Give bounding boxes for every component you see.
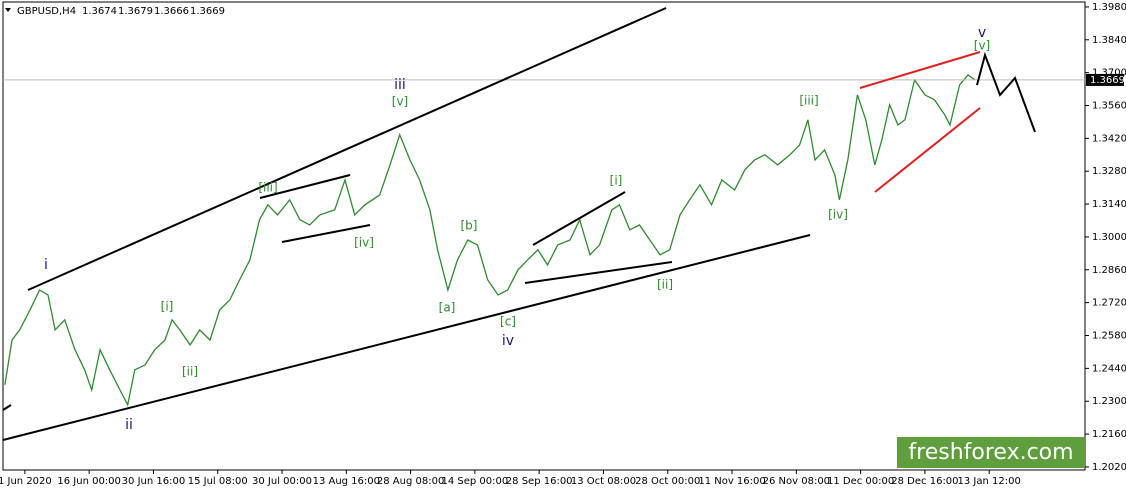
wave-label: iv xyxy=(502,333,514,349)
wave-label: [iii] xyxy=(258,181,277,195)
wave-label: i xyxy=(44,257,48,273)
symbol: GBPUSD,H4 xyxy=(17,6,76,17)
wave-label: [v] xyxy=(974,39,990,53)
y-tick-label: 1.2300 xyxy=(1092,396,1126,407)
x-tick-label: 13 Aug 16:00 xyxy=(313,476,380,487)
x-tick-label: 11 Nov 16:00 xyxy=(698,476,765,487)
x-tick-label: 13 Oct 08:00 xyxy=(571,476,636,487)
x-tick-label: 14 Sep 00:00 xyxy=(442,476,509,487)
y-tick-label: 1.3840 xyxy=(1092,35,1126,46)
wave-label: v xyxy=(978,25,986,41)
x-tick-label: 13 Jan 12:00 xyxy=(958,476,1021,487)
y-tick-label: 1.3000 xyxy=(1092,232,1126,243)
x-tick-label: 16 Jun 00:00 xyxy=(57,476,121,487)
wave-label: [iii] xyxy=(799,94,818,108)
header: GBPUSD,H4 1.3674 1.3679 1.3666 1.3669 xyxy=(5,6,225,17)
trendline xyxy=(281,224,371,243)
trendline xyxy=(259,174,351,199)
y-tick-label: 1.2720 xyxy=(1092,298,1126,309)
wave-label: [i] xyxy=(161,300,174,314)
wave-label: [b] xyxy=(461,219,478,233)
x-tick-label: 28 Dec 16:00 xyxy=(891,476,958,487)
x-tick-label: 28 Sep 16:00 xyxy=(506,476,573,487)
ohlc: 1.3669 xyxy=(190,6,225,17)
y-tick-label: 1.3420 xyxy=(1092,133,1126,144)
price-tag-label: 1.3669 xyxy=(1090,75,1125,86)
trendline xyxy=(2,404,12,411)
wave-label: [c] xyxy=(500,315,516,329)
wave-label: iii xyxy=(394,77,406,93)
y-tick-label: 1.3560 xyxy=(1092,101,1126,112)
trendline xyxy=(27,7,667,291)
wave-label: [ii] xyxy=(182,365,198,379)
y-tick-label: 1.2860 xyxy=(1092,265,1126,276)
trendline xyxy=(532,191,626,246)
y-tick-label: 1.2580 xyxy=(1092,331,1126,342)
trendline xyxy=(874,107,981,193)
x-tick-label: 28 Oct 00:00 xyxy=(635,476,700,487)
wave-label: [i] xyxy=(610,174,623,188)
wave-label: ii xyxy=(125,417,133,433)
y-tick-label: 1.2020 xyxy=(1092,462,1126,473)
price-line xyxy=(4,74,976,407)
trendline xyxy=(859,51,981,89)
forecast-path xyxy=(976,51,1036,133)
x-tick-label: 30 Jun 16:00 xyxy=(122,476,186,487)
watermark-box xyxy=(897,437,1085,468)
ohlc: 1.3679 xyxy=(118,6,153,17)
wave-label: [a] xyxy=(439,301,456,315)
x-tick-label: 26 Nov 08:00 xyxy=(763,476,830,487)
x-tick-label: 30 Jul 00:00 xyxy=(252,476,312,487)
watermark: freshforex.com xyxy=(908,440,1073,465)
trendlines xyxy=(2,7,1036,441)
wave-label: [ii] xyxy=(657,278,673,292)
trendline xyxy=(524,261,673,284)
price-tag xyxy=(1086,73,1124,86)
y-tick-label: 1.3280 xyxy=(1092,166,1126,177)
y-tick-label: 1.3700 xyxy=(1092,68,1126,79)
wave-label: [v] xyxy=(392,95,408,109)
y-tick-label: 1.3980 xyxy=(1092,2,1126,13)
wave-label: [iv] xyxy=(354,236,374,250)
trendline xyxy=(2,234,811,441)
ohlc: 1.3674 xyxy=(82,6,117,17)
y-tick-label: 1.2160 xyxy=(1092,429,1126,440)
y-tick-label: 1.2440 xyxy=(1092,363,1126,374)
x-tick-label: 28 Aug 08:00 xyxy=(377,476,444,487)
x-tick-label: 1 Jun 2020 xyxy=(0,476,52,487)
ohlc: 1.3666 xyxy=(154,6,189,17)
x-tick-label: 11 Dec 00:00 xyxy=(827,476,894,487)
wave-label: [iv] xyxy=(828,208,848,222)
x-tick-label: 15 Jul 08:00 xyxy=(188,476,248,487)
y-tick-label: 1.3140 xyxy=(1092,199,1126,210)
menu-arrow xyxy=(5,8,11,12)
